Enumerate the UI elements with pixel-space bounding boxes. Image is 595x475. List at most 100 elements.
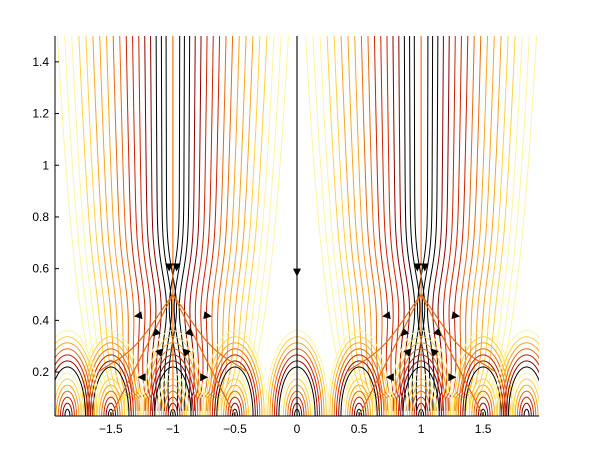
loop-streamline <box>55 348 93 416</box>
separatrix <box>172 294 236 416</box>
loop-streamline <box>503 354 539 416</box>
flow-arrow <box>413 263 422 272</box>
separatrix <box>420 294 484 416</box>
flow-arrow <box>451 311 461 320</box>
flow-arrow <box>430 348 439 357</box>
separatrix-arc <box>172 294 248 373</box>
streamline <box>203 36 227 411</box>
flow-arrow <box>400 327 410 337</box>
loop-streamline <box>512 378 539 416</box>
loop-streamline <box>225 390 245 416</box>
loop-streamline <box>96 378 125 416</box>
streamline <box>305 36 365 411</box>
loop-streamline <box>473 390 493 416</box>
streamline <box>421 36 434 411</box>
streamline <box>445 36 462 411</box>
streamline <box>229 36 289 411</box>
loop-streamline <box>211 354 259 416</box>
loop-streamline <box>59 396 75 416</box>
streamline <box>119 36 143 411</box>
loop-streamline <box>333 348 385 416</box>
streamline <box>189 36 202 411</box>
loop-streamline <box>521 402 532 416</box>
y-tick-label: 0.8 <box>32 210 49 224</box>
loop-streamline <box>335 354 383 416</box>
streamline <box>160 36 173 411</box>
loop-streamline <box>55 330 100 416</box>
streamline <box>215 36 254 411</box>
streamline <box>454 36 482 411</box>
streamline <box>448 36 469 411</box>
flow-arrow <box>137 373 146 382</box>
separatrix-arc <box>420 294 496 373</box>
loop-streamline <box>453 336 513 416</box>
streamline <box>217 36 261 411</box>
streamline <box>409 36 421 411</box>
loop-streamline <box>220 378 250 416</box>
streamline <box>354 36 385 411</box>
loop-streamline <box>327 330 392 416</box>
streamline <box>206 36 234 411</box>
loop-streamline <box>205 336 265 416</box>
loop-streamline <box>477 402 489 416</box>
loop-streamline <box>349 390 369 416</box>
streamline <box>193 36 208 411</box>
flow-arrow <box>293 268 301 277</box>
streamline <box>144 36 157 411</box>
loop-streamline <box>55 336 98 416</box>
loop-streamline <box>55 378 82 416</box>
streamline <box>333 36 377 411</box>
loop-streamline <box>101 390 121 416</box>
streamline <box>373 36 394 411</box>
loop-streamline <box>505 360 539 416</box>
loop-streamline <box>62 402 73 416</box>
loop-streamline <box>460 354 507 416</box>
loop-streamline <box>216 366 254 416</box>
streamline <box>71 36 123 411</box>
loop-streamline <box>89 360 132 416</box>
loop-streamline <box>347 384 371 416</box>
x-tick-label: 0 <box>294 422 301 436</box>
loop-streamline <box>469 378 498 416</box>
streamline <box>165 36 178 411</box>
y-tick-label: 0.4 <box>32 313 49 327</box>
y-tick-label: 0.2 <box>32 365 49 379</box>
streamline <box>200 36 221 411</box>
flow-arrow <box>200 373 209 382</box>
flow-arrow <box>155 348 164 357</box>
loop-streamline <box>351 396 367 416</box>
loop-streamline <box>55 372 84 416</box>
streamline <box>106 36 137 411</box>
flow-arrow <box>420 263 429 272</box>
loop-streamline <box>57 390 78 416</box>
flow-arrow <box>133 311 143 320</box>
streamline <box>92 36 131 411</box>
loop-streamline <box>471 384 496 416</box>
y-tick-label: 1.4 <box>32 55 49 69</box>
streamline <box>437 36 450 411</box>
streamline <box>168 36 181 411</box>
flow-arrow <box>448 373 457 382</box>
streamline <box>416 36 429 411</box>
streamline <box>125 36 146 411</box>
loop-streamline <box>523 408 530 416</box>
loop-streamline <box>87 354 134 416</box>
loop-streamline <box>516 390 537 416</box>
flow-arrows <box>133 263 461 382</box>
loop-streamline <box>55 366 87 416</box>
streamline <box>460 36 495 411</box>
x-tick-label: −0.5 <box>223 422 247 436</box>
x-tick-label: −1 <box>166 422 180 436</box>
x-tick-label: 1 <box>418 422 425 436</box>
loop-streamline <box>353 402 365 416</box>
flow-arrow <box>172 263 181 272</box>
loop-streamline <box>94 372 128 416</box>
loop-streamline <box>499 342 539 416</box>
loop-streamline <box>331 342 387 416</box>
loop-streamline <box>338 360 380 416</box>
streamline <box>380 36 397 411</box>
streamline <box>340 36 379 411</box>
loop-streamline <box>207 342 263 416</box>
separatrix-arc <box>346 294 422 373</box>
